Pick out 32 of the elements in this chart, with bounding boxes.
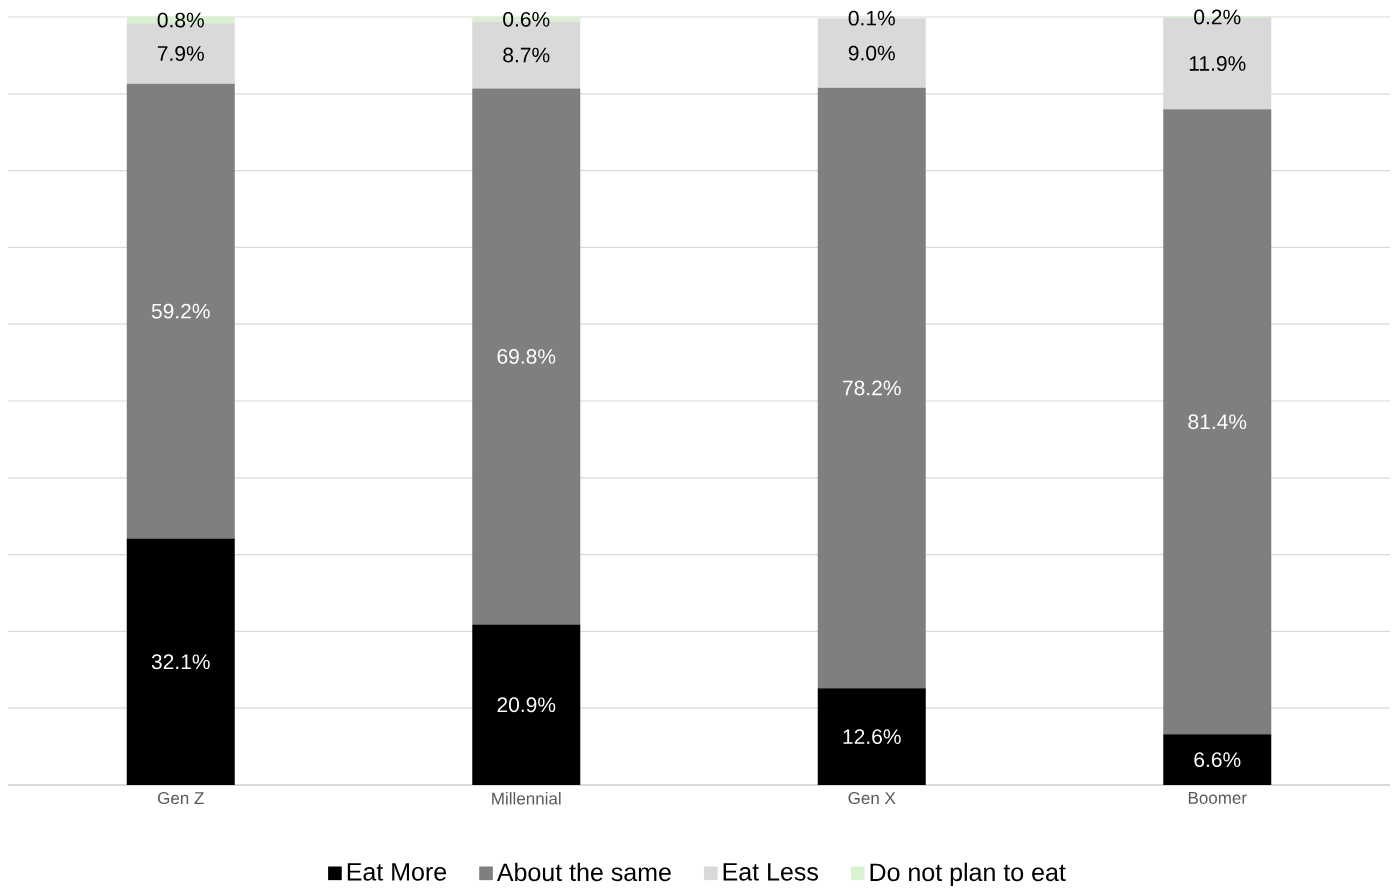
- bar: [472, 624, 581, 785]
- data-label: 8.7%: [503, 47, 550, 63]
- data-label: 69.8%: [497, 349, 556, 364]
- data-label: 20.9%: [497, 697, 556, 713]
- x-tick-label: Millennial: [492, 792, 561, 805]
- data-label: 9.0%: [848, 45, 895, 61]
- x-tick-label: Gen X: [848, 792, 896, 805]
- data-label: 32.1%: [151, 654, 210, 670]
- data-label: 0.6%: [503, 11, 550, 27]
- data-label: 0.8%: [157, 12, 204, 28]
- data-label: 6.6%: [1194, 752, 1241, 768]
- bar: [817, 688, 926, 785]
- data-label: 11.9%: [1189, 56, 1246, 71]
- legend-label: Eat More: [347, 863, 447, 881]
- bar: [1163, 109, 1272, 735]
- data-label: 7.9%: [157, 46, 204, 61]
- data-label: 0.1%: [848, 10, 895, 26]
- legend-label: Eat Less: [723, 863, 818, 881]
- legend-label: About the same: [496, 862, 671, 882]
- bar: [817, 87, 926, 689]
- data-label: 12.6%: [843, 729, 901, 745]
- data-label: 81.4%: [1188, 414, 1247, 430]
- data-label: 59.2%: [151, 303, 210, 319]
- x-tick-label: Gen Z: [157, 792, 204, 805]
- bar: [126, 83, 235, 539]
- bar: [472, 88, 581, 625]
- data-label: 78.2%: [843, 380, 901, 396]
- bar: [1163, 734, 1272, 785]
- data-label: 0.2%: [1194, 9, 1241, 25]
- bar: [126, 538, 235, 785]
- x-tick-label: Boomer: [1188, 792, 1247, 804]
- legend-label: Do not plan to eat: [870, 862, 1066, 887]
